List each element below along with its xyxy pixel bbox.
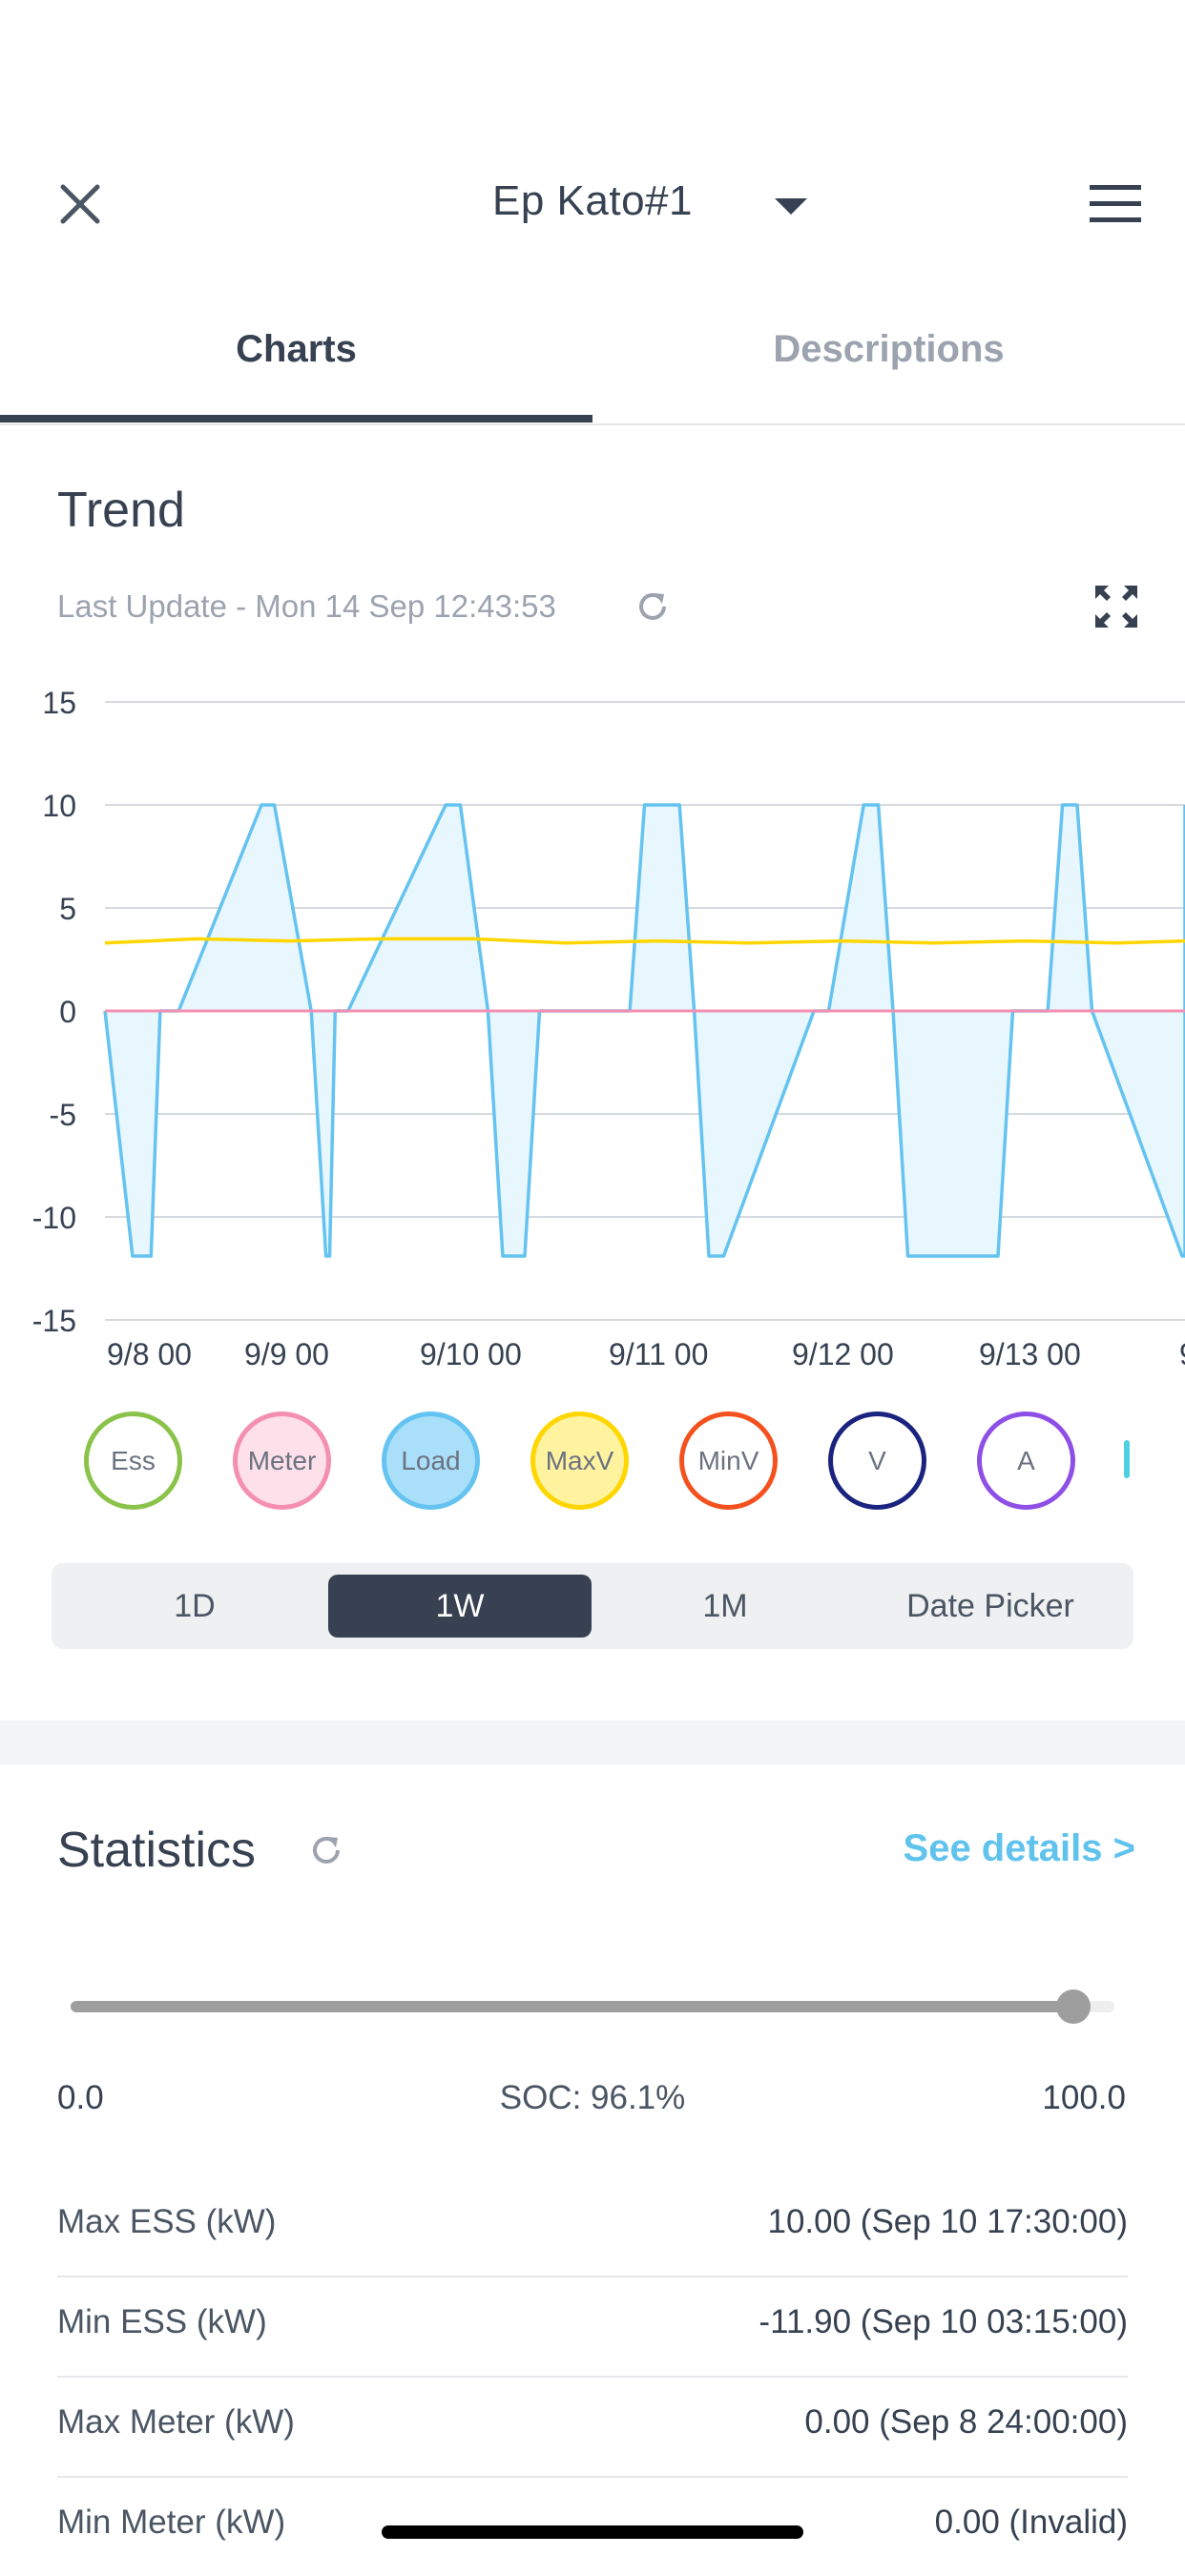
tab-active-indicator	[0, 415, 592, 422]
x-tick-label: 9/8 00	[107, 1337, 192, 1371]
period-selector	[52, 1563, 1133, 1649]
tab-charts[interactable]: Charts	[236, 328, 357, 370]
legend-maxv[interactable]: MaxV	[530, 1412, 629, 1510]
fullscreen-button[interactable]	[1093, 584, 1139, 629]
soc-slider-thumb[interactable]	[1056, 1989, 1091, 2024]
y-tick-label: 5	[59, 892, 76, 926]
stat-value: 10.00 (Sep 10 17:30:00)	[767, 2203, 1128, 2240]
series-load-line	[103, 803, 1185, 1258]
stat-value: -11.90 (Sep 10 03:15:00)	[759, 2303, 1128, 2340]
stat-label: Max Meter (kW)	[57, 2403, 295, 2441]
y-tick-label: -15	[32, 1304, 76, 1338]
site-selector-title[interactable]: Ep Kato#1	[492, 177, 693, 224]
section-divider	[0, 1721, 1185, 1764]
home-indicator	[382, 2525, 803, 2539]
stat-value: 0.00 (Sep 8 24:00:00)	[804, 2403, 1128, 2441]
period-date-picker[interactable]: Date Picker	[906, 1588, 1074, 1624]
statistics-title: Statistics	[57, 1823, 257, 1878]
series-load-area	[105, 805, 1185, 1256]
stat-label: Min Meter (kW)	[57, 2504, 286, 2541]
hamburger-icon	[1090, 185, 1141, 222]
trend-title: Trend	[57, 483, 185, 538]
series-maxv-line	[104, 937, 1185, 945]
x-tick-label: 9/12 00	[792, 1337, 894, 1371]
refresh-trend-button[interactable]	[632, 586, 674, 628]
legend-ess[interactable]: Ess	[84, 1412, 182, 1510]
menu-button[interactable]	[1088, 183, 1145, 225]
x-tick-label: 9/11 00	[609, 1337, 708, 1371]
stat-label: Max ESS (kW)	[57, 2203, 277, 2240]
tab-divider	[0, 423, 1185, 425]
y-tick-label: 0	[59, 995, 76, 1029]
legend-v[interactable]: V	[828, 1412, 926, 1510]
x-tick-label: 9/10 00	[420, 1337, 522, 1371]
stat-row-max-meter: Max Meter (kW) 0.00 (Sep 8 24:00:00)	[57, 2377, 1128, 2478]
x-tick-label: 9/13 00	[979, 1337, 1081, 1371]
expand-icon	[1095, 586, 1137, 628]
chevron-down-icon[interactable]	[775, 198, 807, 215]
legend-load[interactable]: Load	[382, 1412, 480, 1510]
last-update-text: Last Update - Mon 14 Sep 12:43:53	[57, 588, 556, 624]
stat-row-max-ess: Max ESS (kW) 10.00 (Sep 10 17:30:00)	[57, 2176, 1128, 2277]
soc-value-label: SOC: 96.1%	[499, 2079, 686, 2116]
stat-value: 0.00 (Invalid)	[934, 2504, 1128, 2541]
see-details-link[interactable]: See details >	[903, 1827, 1135, 1869]
y-tick-label: 10	[42, 789, 76, 823]
period-1w[interactable]: 1W	[328, 1575, 592, 1638]
refresh-icon	[313, 1836, 340, 1864]
soc-slider-fill	[71, 2001, 1074, 2012]
y-tick-label: -5	[50, 1098, 76, 1132]
legend-minv[interactable]: MinV	[679, 1412, 778, 1510]
legend-meter[interactable]: Meter	[233, 1412, 331, 1510]
period-1m[interactable]: 1M	[702, 1588, 748, 1624]
stat-row-min-ess: Min ESS (kW) -11.90 (Sep 10 03:15:00)	[57, 2277, 1128, 2378]
close-icon	[60, 184, 100, 224]
refresh-statistics-button[interactable]	[305, 1829, 347, 1871]
stat-label: Min ESS (kW)	[57, 2303, 267, 2340]
x-tick-label: 9/	[1179, 1337, 1185, 1371]
stat-row-min-meter: Min Meter (kW) 0.00 (Invalid)	[57, 2477, 1128, 2576]
refresh-icon	[639, 592, 666, 620]
legend-partial-item[interactable]	[1124, 1440, 1130, 1478]
soc-min-label: 0.0	[57, 2079, 104, 2116]
close-button[interactable]	[53, 177, 107, 231]
period-1d[interactable]: 1D	[174, 1588, 216, 1624]
y-tick-label: -10	[32, 1201, 76, 1235]
soc-max-label: 100.0	[1042, 2079, 1126, 2116]
y-tick-label: 15	[42, 686, 76, 720]
legend-a[interactable]: A	[977, 1412, 1075, 1510]
tab-descriptions[interactable]: Descriptions	[773, 328, 1005, 370]
trend-chart[interactable]: 15 10 5 0 -5 -10 -15 9/8 00 9/9 00 9/10 00 9/11 00…	[0, 668, 1185, 1373]
x-tick-label: 9/9 00	[244, 1337, 329, 1371]
